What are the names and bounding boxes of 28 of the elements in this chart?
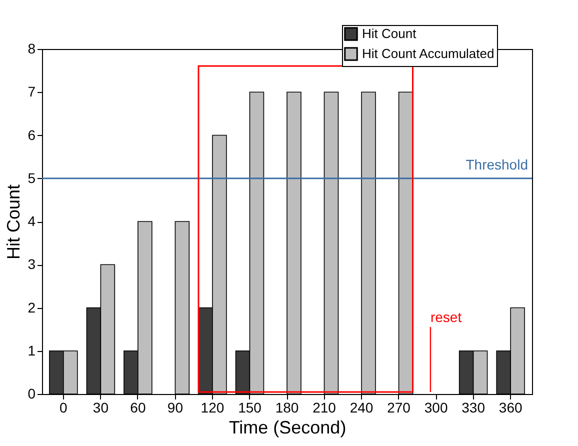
- legend-label: Hit Count Accumulated: [362, 46, 494, 61]
- y-tick-label: 3: [28, 256, 36, 272]
- x-tick-label: 30: [92, 400, 109, 416]
- x-tick-label: 270: [387, 400, 411, 416]
- x-tick-label: 180: [275, 400, 299, 416]
- x-tick-label: 150: [238, 400, 262, 416]
- x-tick-label: 90: [167, 400, 184, 416]
- x-tick-label: 360: [498, 400, 522, 416]
- y-tick-label: 5: [28, 170, 36, 186]
- y-tick-label: 8: [28, 40, 36, 56]
- x-tick-label: 60: [130, 400, 146, 416]
- x-tick-label: 330: [462, 400, 486, 416]
- y-tick-label: 6: [28, 126, 36, 143]
- x-tick-label: 210: [312, 400, 336, 416]
- ref-line-label: Threshold: [466, 156, 528, 172]
- y-tick-label: 7: [28, 84, 36, 100]
- legend-label: Hit Count: [362, 26, 417, 41]
- y-axis-title: Hit Count: [4, 184, 24, 260]
- x-tick-label: 120: [200, 400, 224, 416]
- y-tick-label: 1: [28, 342, 36, 358]
- y-tick-label: 4: [28, 213, 36, 229]
- x-tick-label: 300: [424, 400, 448, 416]
- x-axis-title: Time (Second): [228, 418, 346, 438]
- x-tick-label: 0: [60, 400, 68, 416]
- x-tick-label: 240: [350, 400, 374, 416]
- y-tick-label: 0: [28, 386, 36, 402]
- annotation: reset: [430, 309, 462, 325]
- y-tick-label: 2: [28, 299, 36, 316]
